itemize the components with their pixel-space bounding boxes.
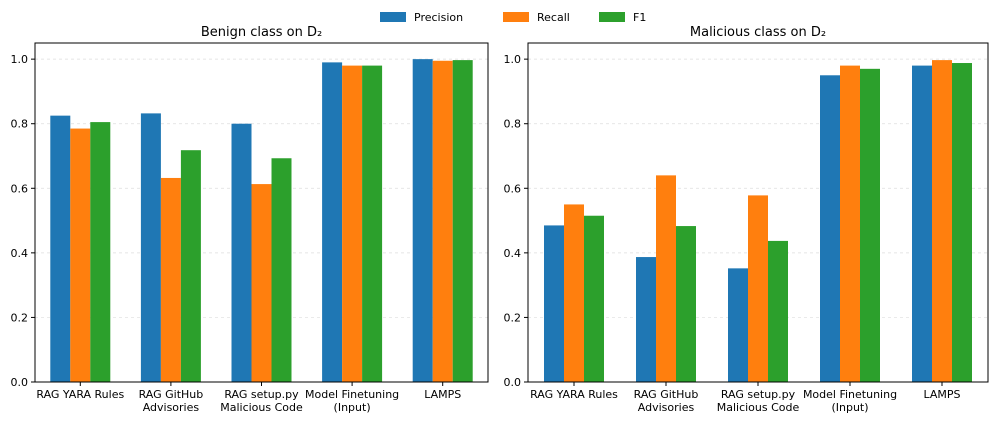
x-tick-label: RAG setup.py Malicious Code [220,388,303,414]
y-tick-label: 0.2 [504,311,522,324]
bar [932,60,952,383]
legend-label: F1 [633,11,646,24]
bar [912,65,932,382]
bar [231,123,252,382]
chart-title: Benign class on D₂ [201,25,322,40]
bar [342,65,363,382]
bar [728,268,748,382]
bar [584,215,604,382]
x-tick-label: LAMPS [923,388,960,401]
bar [412,59,433,383]
y-tick-label: 1.0 [11,53,29,66]
x-tick-label: RAG YARA Rules [530,388,618,401]
x-tick-label: Model Finetuning (Input) [803,388,897,414]
bar [271,158,292,382]
y-tick-label: 1.0 [504,53,522,66]
bar [180,150,201,382]
bar [656,175,676,382]
axes-frame [34,42,489,383]
y-tick-label: 0.8 [11,118,29,131]
bar [432,60,453,382]
bar [70,128,91,382]
bar [140,113,161,382]
bar [820,75,840,383]
x-tick-label: RAG GitHub Advisories [139,388,204,414]
y-tick-label: 0.0 [11,376,29,389]
y-tick-label: 0.4 [11,247,29,260]
chart-title: Malicious class on D₂ [690,25,826,40]
axes-frame [527,42,989,383]
y-tick-label: 0.8 [504,118,522,131]
bar [860,68,880,382]
bar [768,240,788,382]
legend-label: Precision [414,11,463,24]
x-tick-label: LAMPS [424,388,461,401]
bar [544,225,564,382]
bar [50,115,71,383]
legend-swatch [599,12,625,22]
bar [840,65,860,382]
bar [362,65,383,382]
bar [676,226,696,382]
bar [251,184,272,382]
bar [636,257,656,382]
bar [564,204,584,382]
bar [322,62,343,382]
legend-swatch [380,12,406,22]
bar [160,177,181,382]
legend-label: Recall [537,11,570,24]
y-tick-label: 0.0 [504,376,522,389]
y-tick-label: 0.6 [504,182,522,195]
y-tick-label: 0.4 [504,247,522,260]
bar [952,63,972,382]
legend-swatch [503,12,529,22]
x-tick-label: Model Finetuning (Input) [305,388,399,414]
y-tick-label: 0.2 [11,311,29,324]
x-tick-label: RAG setup.py Malicious Code [717,388,800,414]
x-tick-label: RAG YARA Rules [36,388,124,401]
bar [452,60,473,383]
x-tick-label: RAG GitHub Advisories [634,388,699,414]
y-tick-label: 0.6 [11,182,29,195]
bar [90,122,111,382]
bar [748,195,768,382]
